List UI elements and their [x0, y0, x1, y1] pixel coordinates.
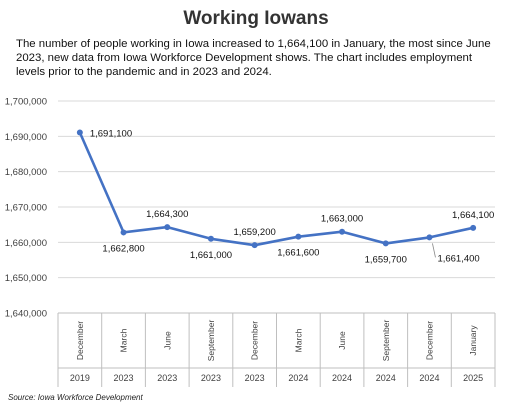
data-point	[120, 229, 127, 236]
x-tick-label-year: 2019	[70, 373, 90, 383]
x-tick-label-year: 2023	[157, 373, 177, 383]
data-label: 1,659,700	[365, 254, 407, 265]
data-point	[76, 129, 83, 136]
data-label: 1,661,400	[437, 253, 479, 264]
x-tick-label-month: March	[119, 328, 129, 352]
x-tick-label-year: 2024	[332, 373, 352, 383]
x-tick-label-month: December	[250, 321, 260, 360]
data-label: 1,661,000	[190, 250, 232, 261]
y-tick-label: 1,660,000	[5, 238, 47, 249]
x-tick-label-year: 2024	[376, 373, 396, 383]
data-label: 1,661,600	[277, 248, 319, 259]
series-line	[78, 131, 474, 247]
data-point	[470, 224, 477, 231]
y-tick-label: 1,690,000	[5, 132, 47, 143]
data-label: 1,662,800	[102, 243, 144, 254]
x-tick-label-year: 2023	[201, 373, 221, 383]
chart-source: Source: Iowa Workforce Development	[8, 393, 143, 402]
x-tick-label-month: December	[424, 321, 434, 360]
y-tick-label: 1,650,000	[5, 273, 47, 284]
x-tick-label-year: 2024	[419, 373, 439, 383]
x-tick-label-year: 2023	[245, 373, 265, 383]
data-label: 1,664,300	[146, 209, 188, 220]
chart-subtitle: The number of people working in Iowa inc…	[16, 38, 491, 78]
y-tick-label: 1,670,000	[5, 203, 47, 214]
data-point	[207, 235, 214, 242]
data-label: 1,659,200	[234, 227, 276, 238]
x-tick-label-year: 2025	[463, 373, 483, 383]
data-label-leader	[432, 243, 436, 258]
data-point	[382, 240, 389, 247]
x-tick-label-year: 2024	[288, 373, 308, 383]
x-tick-label-year: 2023	[114, 373, 134, 383]
data-label: 1,664,100	[452, 210, 494, 221]
y-tick-label: 1,680,000	[5, 167, 47, 178]
x-tick-label-month: September	[381, 320, 391, 362]
y-tick-label: 1,700,000	[5, 97, 47, 108]
chart-title: Working Iowans	[183, 8, 329, 29]
x-tick-label-month: January	[468, 325, 478, 356]
x-tick-label-month: September	[206, 320, 216, 362]
x-tick-label-month: December	[75, 321, 85, 360]
data-label: 1,663,000	[321, 214, 363, 225]
x-tick-label-month: June	[162, 331, 172, 350]
data-point	[251, 242, 258, 249]
x-tick-label-month: March	[293, 328, 303, 352]
data-point	[339, 228, 346, 235]
y-tick-label: 1,640,000	[5, 309, 47, 320]
data-point	[295, 233, 302, 240]
x-tick-label-month: June	[337, 331, 347, 350]
data-label: 1,691,100	[90, 128, 132, 139]
data-point	[426, 234, 433, 241]
data-point	[164, 224, 171, 231]
